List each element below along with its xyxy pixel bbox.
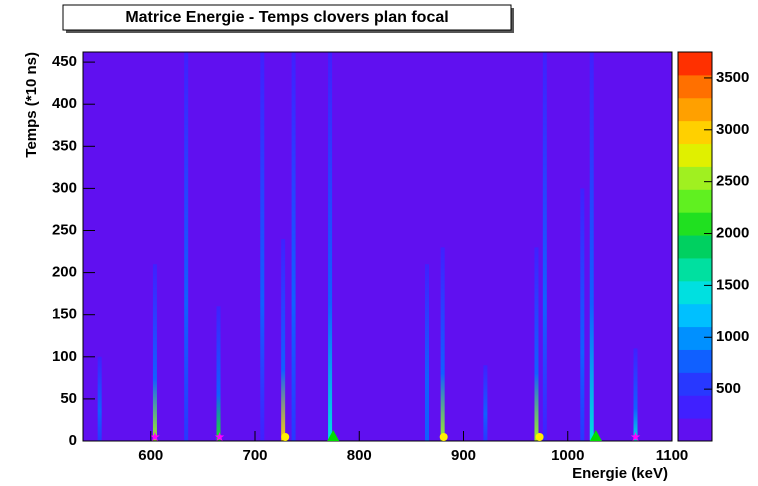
- peak: [152, 264, 157, 441]
- peak: [328, 52, 333, 441]
- peak: [291, 52, 296, 441]
- peak: [483, 365, 488, 441]
- colorbar-level: [678, 74, 712, 99]
- peak: [589, 52, 594, 441]
- marker: [630, 432, 641, 442]
- title-box: [62, 4, 512, 31]
- colorbar-tick-label: 2500: [716, 173, 749, 190]
- x-tick-label: 1000: [551, 447, 584, 464]
- peak: [633, 348, 638, 441]
- peak: [97, 356, 102, 441]
- colorbar-tick-label: 1500: [716, 276, 749, 293]
- colorbar-level: [678, 303, 712, 328]
- x-tick-label: 600: [138, 447, 163, 464]
- colorbar-level: [678, 212, 712, 236]
- colorbar-level: [678, 326, 712, 350]
- colorbar-level: [678, 235, 712, 259]
- y-tick-label: 50: [60, 390, 77, 407]
- peak: [260, 52, 265, 441]
- colorbar-level: [678, 166, 712, 190]
- x-tick-label: 900: [451, 447, 476, 464]
- y-tick-label: 300: [52, 179, 77, 196]
- peak: [281, 238, 286, 441]
- y-tick-label: 200: [52, 264, 77, 281]
- colorbar-tick-label: 3000: [716, 121, 749, 138]
- colorbar-level: [678, 280, 712, 305]
- colorbar-tick-label: 1000: [716, 328, 749, 345]
- colorbar-level: [678, 189, 712, 213]
- peak: [580, 188, 585, 441]
- colorbar-frame: [677, 51, 713, 442]
- y-tick-label: 150: [52, 306, 77, 323]
- y-tick-label: 250: [52, 221, 77, 238]
- x-tick-label: 700: [242, 447, 267, 464]
- colorbar-tick-label: 3500: [716, 69, 749, 86]
- colorbar-level: [678, 143, 712, 167]
- colorbar-level: [678, 395, 712, 419]
- marker: [439, 433, 448, 441]
- x-axis-title: Energie (keV): [572, 465, 668, 482]
- marker: [214, 432, 225, 442]
- colorbar-tick-label: 2000: [716, 225, 749, 242]
- x-tick-label: 1100: [656, 447, 689, 464]
- colorbar-level: [678, 120, 712, 145]
- colorbar-level: [678, 372, 712, 396]
- y-axis-title: Temps (*10 ns): [23, 52, 40, 158]
- y-tick-label: 0: [69, 432, 77, 449]
- y-tick-label: 100: [52, 348, 77, 365]
- marker: [150, 432, 160, 442]
- peak: [534, 247, 539, 441]
- peak: [542, 52, 547, 441]
- colorbar-level: [678, 257, 712, 282]
- plot-frame: [82, 51, 673, 442]
- y-tick-label: 350: [52, 137, 77, 154]
- colorbar-level: [678, 97, 712, 122]
- peak: [440, 247, 445, 441]
- marker: [535, 433, 544, 441]
- marker: [281, 433, 290, 441]
- peak: [216, 306, 221, 441]
- colorbar-level: [678, 349, 712, 373]
- x-tick-label: 800: [347, 447, 372, 464]
- colorbar-level: [678, 52, 712, 76]
- marker: [589, 430, 602, 441]
- chart-title: Matrice Energie - Temps clovers plan foc…: [125, 9, 448, 26]
- peak: [425, 264, 430, 441]
- colorbar-tick-label: 500: [716, 380, 741, 397]
- y-tick-label: 450: [52, 53, 77, 70]
- y-tick-label: 400: [52, 95, 77, 112]
- colorbar-level: [678, 418, 712, 442]
- plot-background: [83, 52, 672, 441]
- marker: [327, 430, 340, 441]
- peak: [184, 52, 189, 441]
